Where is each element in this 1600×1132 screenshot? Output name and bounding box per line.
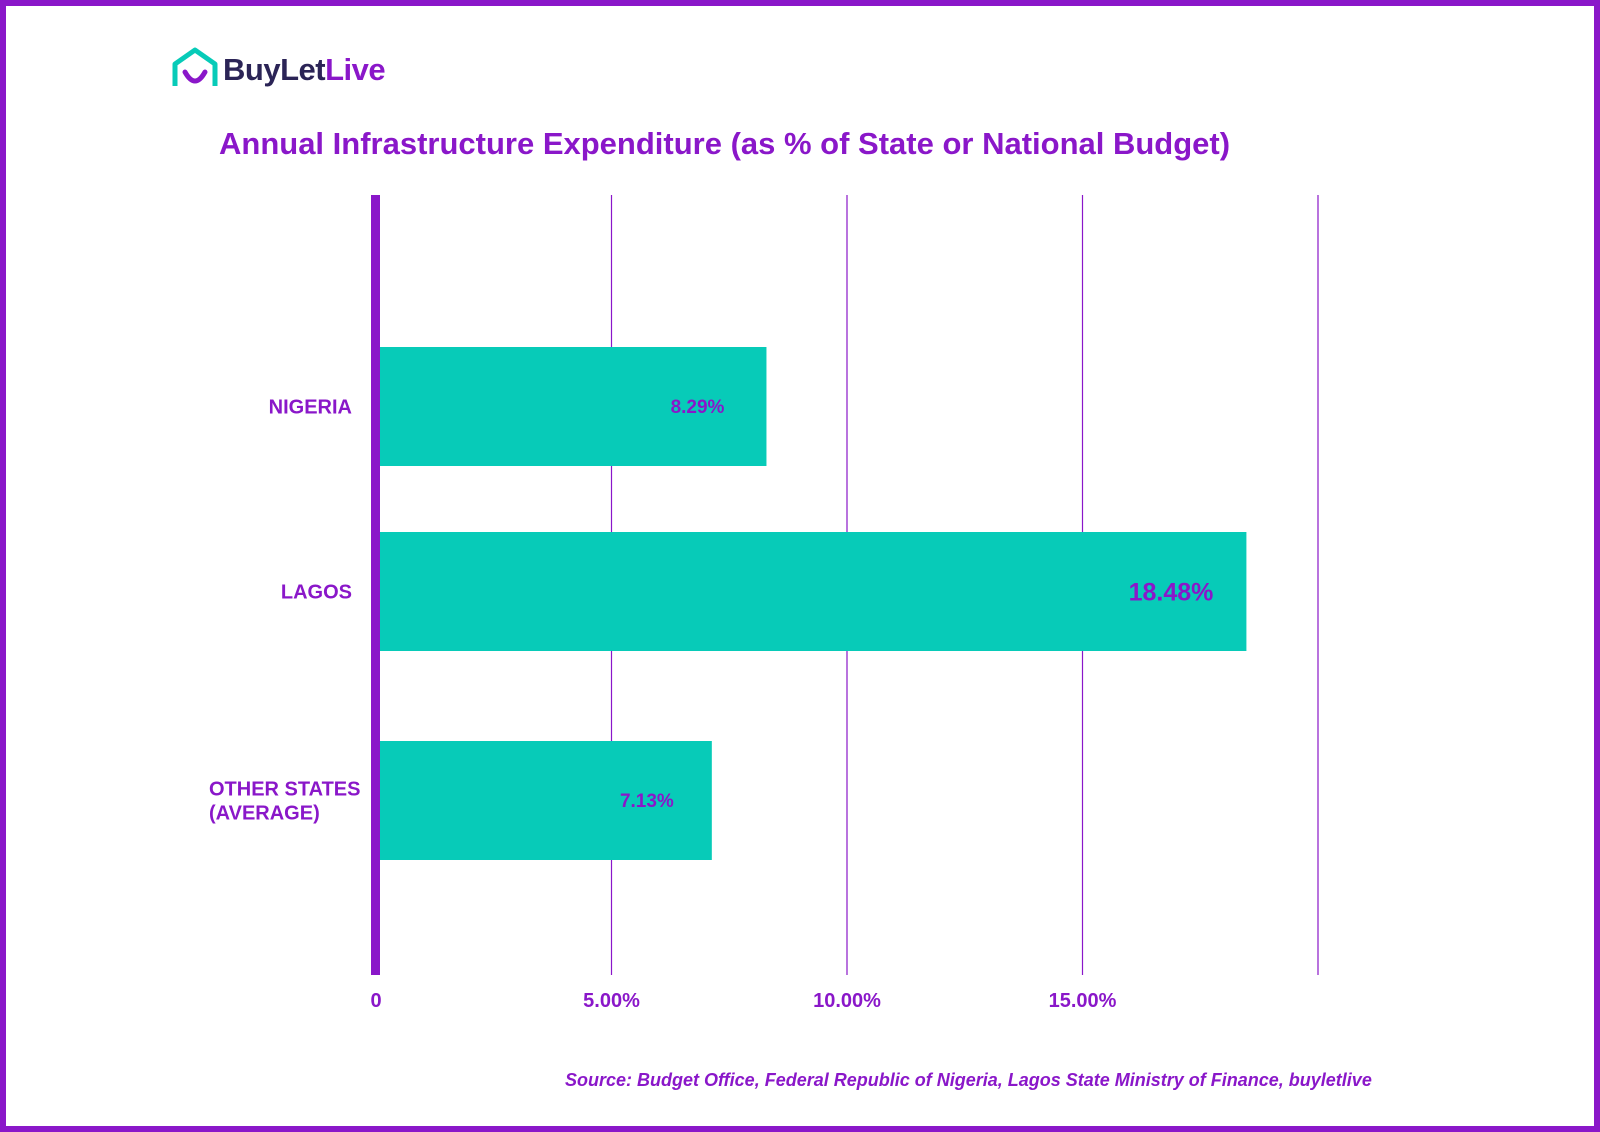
- brand-logo: BuyLetLive: [171, 46, 386, 94]
- value-label: 7.13%: [620, 791, 674, 812]
- category-label: OTHER STATES: [209, 779, 360, 801]
- category-label: (AVERAGE): [209, 803, 320, 825]
- chart-title: Annual Infrastructure Expenditure (as % …: [219, 126, 1231, 161]
- source-note: Source: Budget Office, Federal Republic …: [565, 1070, 1372, 1090]
- value-label: 18.48%: [1129, 578, 1214, 606]
- x-tick-label: 5.00%: [583, 990, 640, 1012]
- x-tick-label: 10.00%: [813, 990, 881, 1012]
- x-tick-label: 0: [370, 990, 381, 1012]
- category-label: NIGERIA: [269, 397, 352, 419]
- value-label: 8.29%: [671, 397, 725, 418]
- y-axis-line: [371, 195, 380, 975]
- bar: [376, 741, 712, 860]
- x-tick-label: 15.00%: [1049, 990, 1117, 1012]
- brand-name-part1: BuyLet: [223, 52, 326, 87]
- bar: [376, 532, 1247, 651]
- brand-name: BuyLetLive: [223, 52, 386, 88]
- bar: [376, 347, 767, 466]
- brand-name-part2: Live: [325, 52, 386, 87]
- category-label: LAGOS: [281, 582, 352, 604]
- house-smile-icon: [172, 47, 218, 86]
